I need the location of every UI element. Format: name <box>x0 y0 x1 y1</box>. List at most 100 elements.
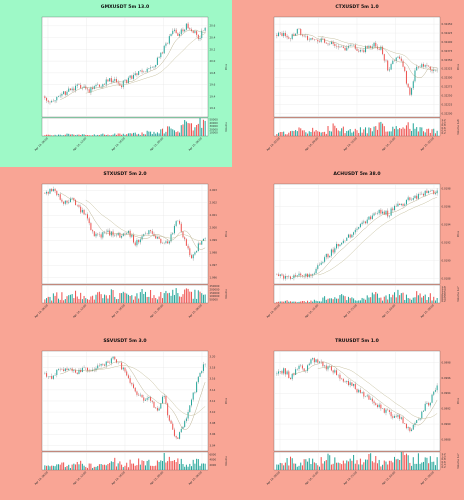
volume-bar <box>366 133 368 136</box>
volume-bar <box>395 126 397 136</box>
volume-bar <box>172 289 174 303</box>
candle <box>163 45 165 54</box>
volume-bar <box>308 302 310 303</box>
price-axis-label: Price <box>456 63 460 70</box>
candle <box>46 190 48 196</box>
volume-bar <box>400 128 402 136</box>
volume-axis-label: Volume 1e7 <box>456 453 460 469</box>
volume-bar <box>56 292 58 303</box>
chart-title: ACHUSDT 5m 38.0 <box>333 171 380 177</box>
volume-bar <box>185 464 187 470</box>
volume-bar <box>412 457 414 470</box>
candle <box>129 74 131 80</box>
candle <box>407 83 409 88</box>
candle <box>165 395 167 405</box>
candle <box>368 393 370 400</box>
volume-bar <box>127 467 129 470</box>
volume-bar <box>90 135 92 136</box>
candle <box>134 240 136 247</box>
volume-bar <box>327 453 329 470</box>
volume-bar <box>124 292 126 303</box>
candle <box>402 203 404 208</box>
volume-bar <box>347 130 349 136</box>
price-tick-label: 3.10 <box>210 410 216 414</box>
volume-bar <box>346 300 348 303</box>
candle <box>168 34 170 45</box>
price-tick-label: 0.32400 <box>442 40 453 44</box>
candle <box>358 48 360 53</box>
candle <box>119 362 121 364</box>
candle <box>395 57 397 64</box>
volume-bar <box>426 299 428 303</box>
x-tick-label: Apr 14, 21:00 <box>342 470 358 486</box>
candle <box>144 231 146 235</box>
candle <box>327 365 329 372</box>
volume-bar <box>301 300 303 303</box>
volume-bar <box>376 129 378 136</box>
candle <box>92 229 94 234</box>
candle <box>347 233 349 238</box>
volume-bar <box>349 458 351 470</box>
candle <box>194 251 196 256</box>
volume-bar <box>204 294 206 303</box>
volume-bar <box>129 295 131 303</box>
candle <box>121 234 123 239</box>
candle <box>342 378 344 383</box>
candle <box>375 40 377 49</box>
volume-bar <box>293 301 295 303</box>
candle <box>61 198 63 204</box>
volume-bar <box>436 457 438 470</box>
volume-bar <box>342 460 344 470</box>
volume-bar <box>133 132 135 136</box>
volume-bar <box>98 135 100 136</box>
volume-bar <box>284 300 286 303</box>
price-tick-label: 0.0196 <box>442 204 451 208</box>
volume-bar <box>163 293 165 303</box>
candle <box>189 27 191 30</box>
candle <box>136 238 138 248</box>
candle <box>429 402 431 408</box>
candle <box>376 403 378 409</box>
volume-bar <box>69 468 71 470</box>
volume-bar <box>46 298 48 303</box>
volume-bar <box>365 299 367 303</box>
candle <box>334 246 336 255</box>
candle <box>346 237 348 241</box>
candle <box>138 239 140 245</box>
volume-bar <box>339 131 341 136</box>
candle <box>83 208 85 215</box>
volume-bar <box>138 458 140 470</box>
volume-bar <box>155 465 157 470</box>
candle <box>436 188 438 196</box>
volume-bar <box>144 134 146 136</box>
candle <box>312 273 314 278</box>
volume-bar <box>353 298 355 303</box>
candle <box>68 368 70 371</box>
x-tick-label: Apr 14, 09:00 <box>265 303 281 319</box>
volume-bar <box>383 296 385 303</box>
volume-bar <box>63 300 65 303</box>
candle <box>330 248 332 258</box>
volume-bar <box>363 129 365 136</box>
volume-bar <box>104 294 106 303</box>
candle <box>368 216 370 221</box>
candle <box>385 210 387 216</box>
candle <box>409 86 411 97</box>
volume-bar <box>196 298 198 303</box>
volume-bar <box>49 134 51 136</box>
volume-bar <box>387 299 389 303</box>
volume-bar <box>151 134 153 136</box>
candle <box>61 368 63 371</box>
volume-bar <box>419 463 421 470</box>
candle <box>313 271 315 275</box>
candle <box>376 211 378 216</box>
candle <box>64 368 66 373</box>
volume-bar <box>407 122 409 136</box>
volume-bar <box>150 465 152 470</box>
price-axis-label: Price <box>224 230 228 237</box>
volume-bar <box>146 130 148 136</box>
price-tick-label: 0.32300 <box>442 76 453 80</box>
candle <box>47 99 49 104</box>
volume-bar <box>156 299 158 303</box>
volume-bar <box>344 133 346 136</box>
